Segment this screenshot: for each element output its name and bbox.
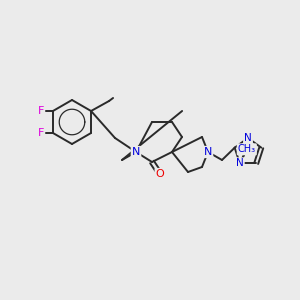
Text: N: N <box>132 147 140 157</box>
Text: CH₃: CH₃ <box>238 144 256 154</box>
Text: F: F <box>38 128 44 138</box>
Text: N: N <box>204 147 212 157</box>
Text: N: N <box>236 158 244 168</box>
Text: O: O <box>156 169 164 179</box>
Text: N: N <box>244 133 252 143</box>
Text: F: F <box>38 106 44 116</box>
